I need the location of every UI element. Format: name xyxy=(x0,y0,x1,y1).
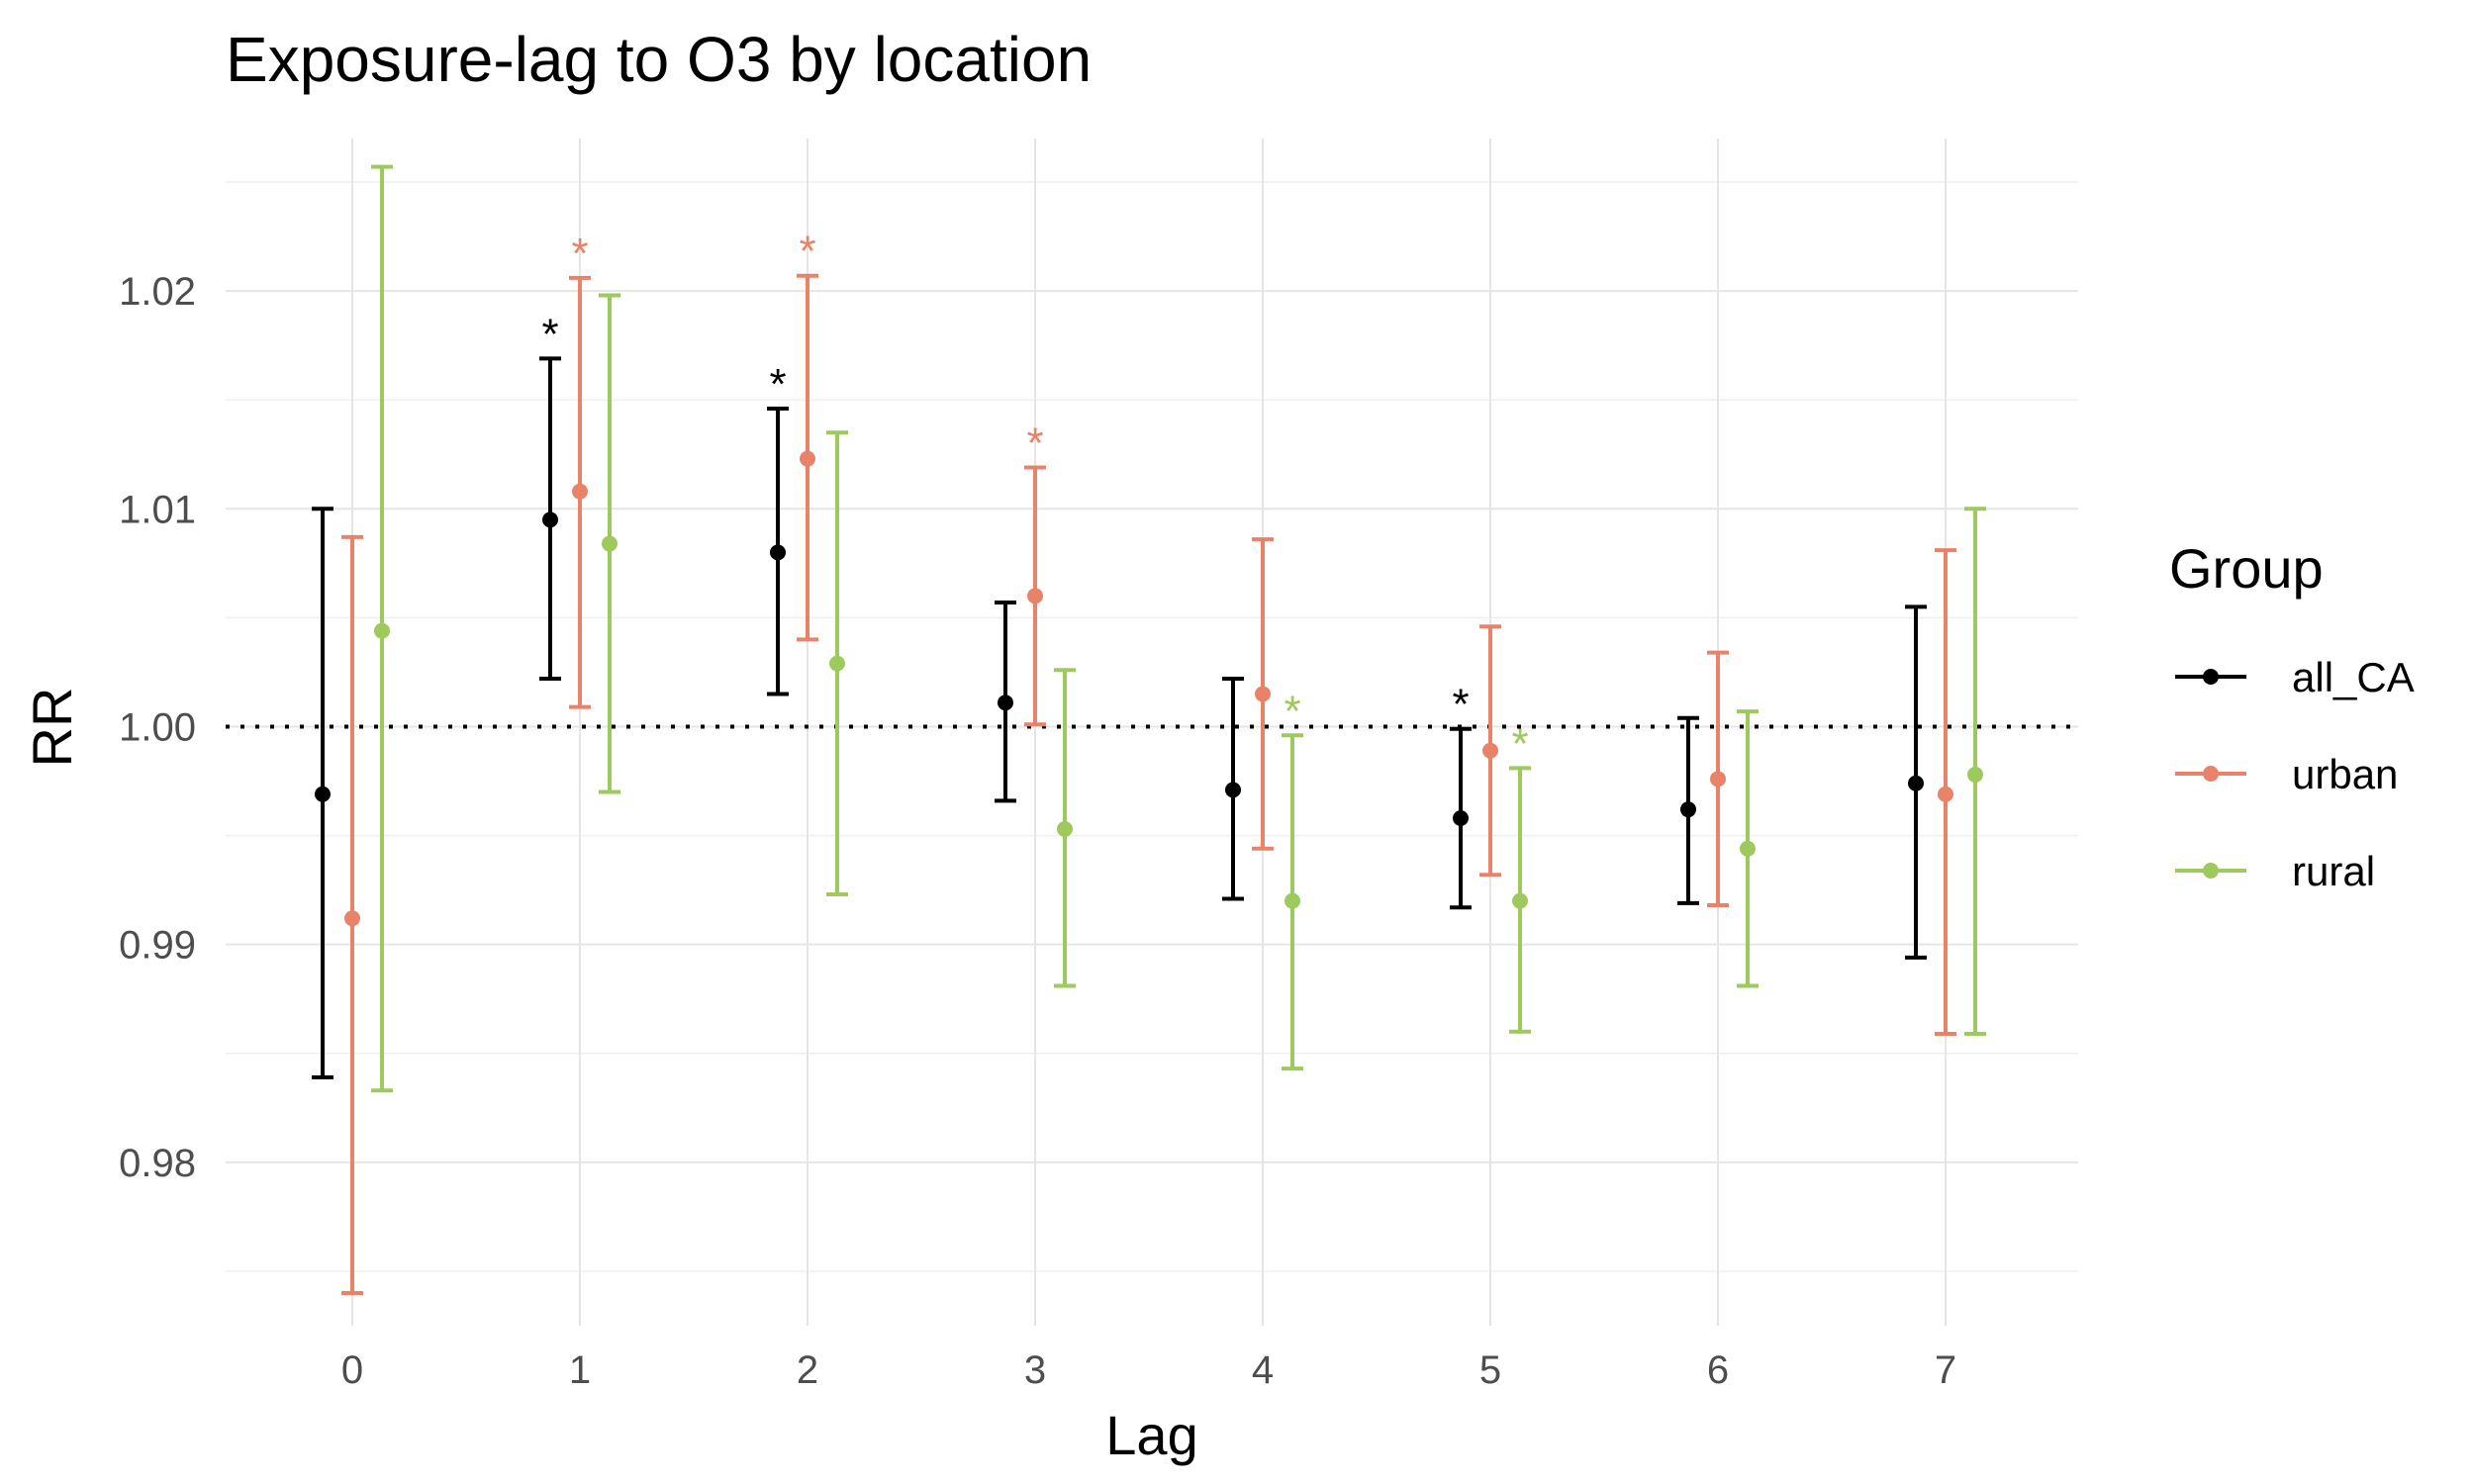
point-estimate xyxy=(1967,766,1983,783)
point-estimate xyxy=(1225,782,1241,798)
significance-star: * xyxy=(1452,681,1469,729)
point-estimate xyxy=(1255,686,1271,702)
x-tick-label: 6 xyxy=(1707,1348,1729,1392)
x-tick-label: 1 xyxy=(569,1348,591,1392)
point-estimate xyxy=(344,910,360,927)
x-tick-label: 2 xyxy=(797,1348,818,1392)
point-estimate xyxy=(829,655,845,672)
point-estimate xyxy=(1285,892,1300,909)
y-tick-label: 0.99 xyxy=(119,924,196,968)
legend-label: urban xyxy=(2292,751,2398,797)
point-estimate xyxy=(572,483,588,500)
point-estimate xyxy=(1453,809,1469,826)
significance-star: * xyxy=(571,230,588,278)
legend-item-all_CA: all_CA xyxy=(2175,654,2415,700)
legend-key-point xyxy=(2203,766,2219,782)
point-estimate xyxy=(1512,892,1528,909)
point-estimate xyxy=(800,450,815,467)
legend-title: Group xyxy=(2169,537,2324,600)
significance-star: * xyxy=(1511,719,1528,768)
chart-title: Exposure-lag to O3 by location xyxy=(226,24,1092,95)
y-tick-label: 1.00 xyxy=(119,705,196,749)
legend-key-point xyxy=(2203,669,2219,685)
series-urban: * * * xyxy=(341,228,1956,1295)
point-estimate xyxy=(998,695,1013,711)
x-tick-label: 0 xyxy=(341,1348,363,1392)
point-estimate xyxy=(1057,820,1073,837)
series-all_CA: * * * xyxy=(312,310,1927,1079)
significance-star: * xyxy=(1026,418,1043,467)
point-estimate xyxy=(374,622,390,639)
significance-star: * xyxy=(769,360,786,409)
data-marks: **** **** xyxy=(312,164,1986,1295)
point-estimate xyxy=(1482,742,1498,759)
point-estimate xyxy=(542,511,558,528)
point-estimate xyxy=(1938,786,1953,802)
legend-item-rural: rural xyxy=(2175,848,2375,894)
point-estimate xyxy=(770,544,786,561)
x-tick-label: 3 xyxy=(1024,1348,1046,1392)
significance-star: * xyxy=(541,310,558,358)
point-estimate xyxy=(1908,775,1924,791)
point-estimate xyxy=(1680,801,1696,818)
legend-label: all_CA xyxy=(2292,654,2415,700)
point-estimate xyxy=(1710,771,1726,788)
x-tick-label: 5 xyxy=(1479,1348,1501,1392)
point-estimate xyxy=(602,535,618,552)
x-tick-label: 4 xyxy=(1252,1348,1274,1392)
tick-labels: 0.98 0.99 1.00 1.01 1.02 0 1 2 3 4 5 6 7 xyxy=(119,270,1956,1392)
series-rural: ** xyxy=(371,164,1986,1093)
point-estimate xyxy=(1027,588,1043,604)
legend-item-urban: urban xyxy=(2175,751,2398,797)
x-tick-label: 7 xyxy=(1935,1348,1956,1392)
y-axis-title: RR xyxy=(21,688,83,768)
legend-key-point xyxy=(2203,863,2219,879)
significance-star: * xyxy=(799,228,815,276)
legend-label: rural xyxy=(2292,848,2375,894)
y-tick-label: 1.01 xyxy=(119,488,196,531)
significance-star: * xyxy=(1284,687,1300,735)
point-estimate xyxy=(1740,840,1756,857)
y-tick-label: 0.98 xyxy=(119,1142,196,1185)
x-axis-title: Lag xyxy=(1105,1404,1197,1466)
point-estimate xyxy=(315,786,331,802)
y-tick-label: 1.02 xyxy=(119,270,196,314)
